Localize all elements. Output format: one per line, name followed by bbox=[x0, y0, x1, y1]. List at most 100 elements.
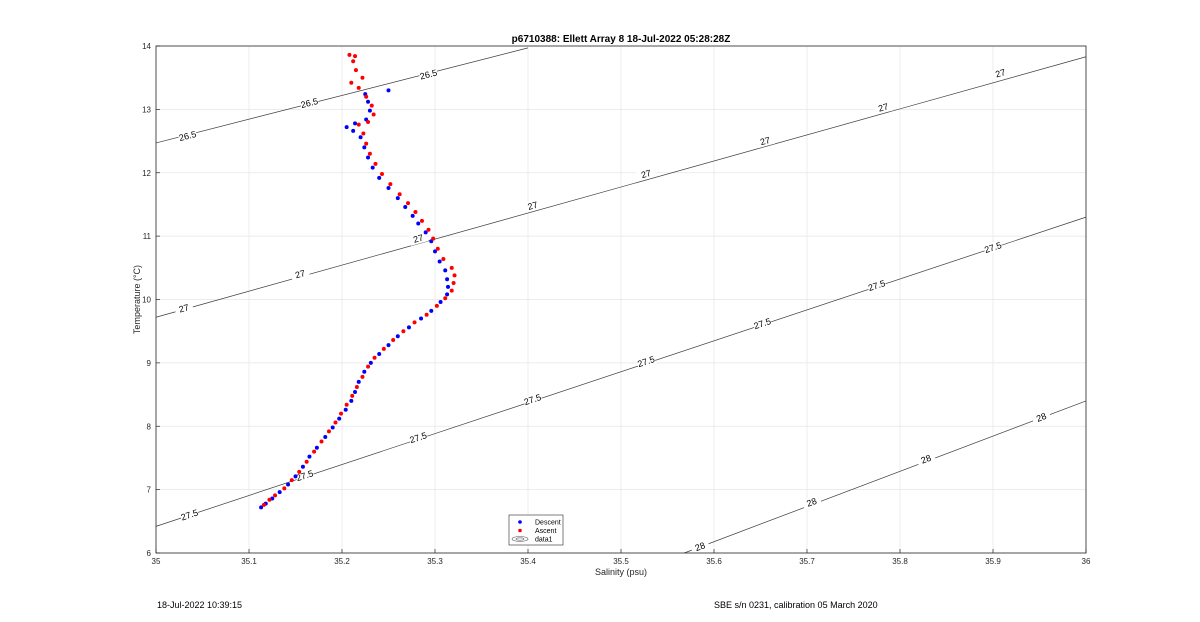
descent-point bbox=[349, 398, 354, 403]
contour-label: 27.5 bbox=[523, 392, 543, 407]
y-tick-label: 14 bbox=[142, 42, 151, 51]
descent-point bbox=[395, 334, 400, 339]
ascent-point bbox=[356, 122, 361, 127]
contour-label-background bbox=[755, 133, 776, 149]
contour-line bbox=[684, 400, 1087, 554]
ascent-point bbox=[371, 112, 376, 117]
data-points bbox=[259, 52, 457, 510]
ascent-point bbox=[431, 236, 436, 241]
ascent-point bbox=[397, 192, 402, 197]
y-tick-label: 8 bbox=[147, 422, 152, 431]
contour-label-background bbox=[990, 66, 1011, 81]
legend-label: Descent bbox=[535, 520, 561, 527]
descent-point bbox=[337, 416, 342, 421]
ascent-point bbox=[361, 131, 366, 136]
contour-label: 27 bbox=[877, 101, 889, 113]
descent-point bbox=[445, 277, 450, 282]
calibration-note: SBE s/n 0231, calibration 05 March 2020 bbox=[714, 600, 878, 610]
y-tick-label: 7 bbox=[147, 486, 152, 495]
legend-marker bbox=[511, 536, 529, 542]
contour-line bbox=[155, 47, 529, 144]
contour-label: 26.5 bbox=[178, 129, 197, 143]
x-tick-label: 36 bbox=[1082, 557, 1091, 566]
descent-point bbox=[358, 135, 363, 140]
ascent-point bbox=[319, 439, 324, 444]
ascent-point bbox=[360, 374, 365, 379]
contour-label: 27 bbox=[994, 67, 1006, 79]
x-tick-label: 35 bbox=[152, 557, 161, 566]
contour-label-background bbox=[915, 451, 937, 468]
x-tick-label: 35.2 bbox=[334, 557, 350, 566]
descent-point bbox=[406, 325, 411, 330]
descent-point bbox=[353, 390, 358, 395]
legend-marker bbox=[518, 528, 522, 533]
descent-point bbox=[446, 284, 451, 289]
ascent-point bbox=[354, 384, 359, 389]
ascent-point bbox=[267, 497, 272, 502]
descent-point bbox=[353, 121, 358, 126]
descent-point bbox=[386, 343, 391, 348]
descent-point bbox=[351, 128, 356, 133]
ascent-point bbox=[347, 52, 352, 57]
contour-label: 28 bbox=[805, 496, 818, 509]
contour-label: 27 bbox=[178, 302, 190, 314]
y-tick-label: 10 bbox=[142, 296, 151, 305]
ascent-point bbox=[356, 85, 361, 90]
descent-point bbox=[443, 268, 448, 273]
contour-label-background bbox=[1031, 409, 1052, 426]
contour-label-background bbox=[408, 231, 429, 246]
contour-label-background bbox=[689, 538, 711, 555]
contour-label: 27 bbox=[759, 135, 771, 147]
descent-point bbox=[356, 379, 361, 384]
ascent-point bbox=[449, 265, 454, 270]
contour-label: 27 bbox=[294, 268, 306, 280]
contour-label: 28 bbox=[694, 540, 707, 553]
ascent-point bbox=[344, 402, 349, 407]
contour-label: 27 bbox=[640, 168, 652, 180]
plot-title: p6710388: Ellett Array 8 18-Jul-2022 05:… bbox=[512, 34, 731, 45]
ascent-point bbox=[401, 329, 406, 334]
contour-label: 27.5 bbox=[636, 354, 656, 369]
contour-label-background bbox=[294, 468, 315, 484]
ascent-point bbox=[413, 210, 418, 215]
print-timestamp: 18-Jul-2022 10:39:15 bbox=[157, 600, 243, 610]
descent-point bbox=[386, 88, 391, 93]
y-tick-label: 13 bbox=[142, 105, 151, 114]
descent-point bbox=[366, 99, 371, 104]
contour-line bbox=[155, 56, 1087, 318]
ascent-point bbox=[381, 346, 386, 351]
contour-label-background bbox=[866, 277, 887, 294]
y-tick-label: 12 bbox=[142, 169, 151, 178]
ascent-point bbox=[350, 393, 355, 398]
contour-label: 27.5 bbox=[752, 316, 772, 331]
ascent-point bbox=[373, 161, 378, 166]
contour-label-background bbox=[418, 67, 439, 82]
ascent-point bbox=[273, 493, 278, 498]
ascent-point bbox=[391, 338, 396, 343]
contour-label: 27.5 bbox=[983, 240, 1003, 255]
contour-label-background bbox=[299, 95, 320, 111]
y-tick-label: 6 bbox=[147, 549, 152, 558]
ascent-point bbox=[412, 320, 417, 325]
descent-point bbox=[277, 490, 282, 495]
x-tick-label: 35.5 bbox=[613, 557, 629, 566]
contour-label-background bbox=[636, 166, 657, 182]
legend-marker bbox=[518, 520, 522, 524]
x-tick-label: 35.3 bbox=[427, 557, 443, 566]
descent-point bbox=[419, 316, 424, 321]
descent-point bbox=[286, 482, 291, 487]
ascent-point bbox=[364, 94, 369, 99]
contour-label-background bbox=[801, 494, 822, 511]
ascent-point bbox=[360, 75, 365, 80]
ascent-point bbox=[282, 486, 287, 491]
ascent-point bbox=[353, 54, 358, 59]
descent-point bbox=[429, 308, 434, 313]
descent-point bbox=[259, 505, 264, 510]
contour-label-background bbox=[408, 430, 429, 446]
contour-label-background bbox=[290, 266, 311, 282]
ascent-point bbox=[349, 80, 354, 85]
descent-point bbox=[395, 196, 400, 201]
contour-label: 28 bbox=[920, 453, 933, 466]
